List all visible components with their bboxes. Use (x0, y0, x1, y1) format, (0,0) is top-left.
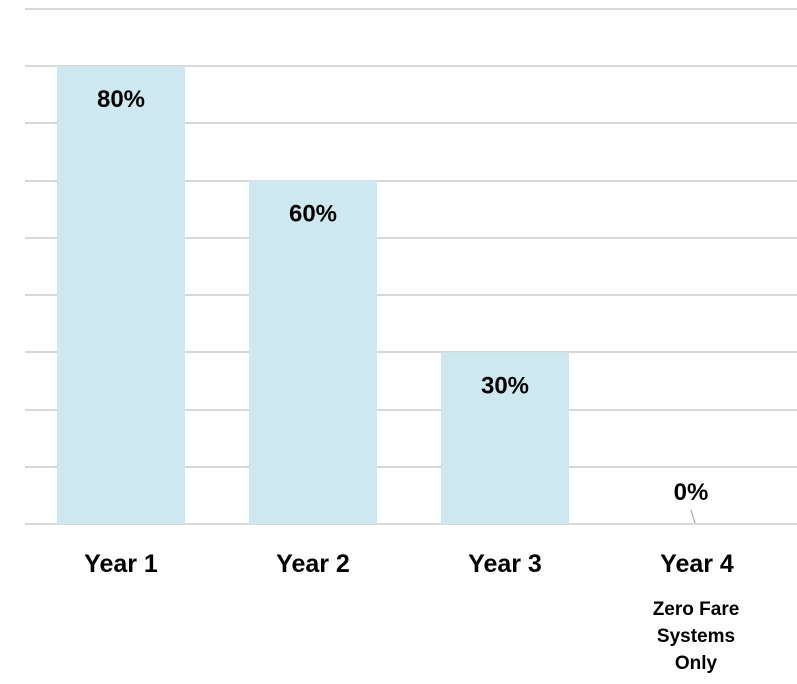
data-labels: 80% 60% 30% 0% (97, 86, 709, 524)
x-tick-label: Year 3 (468, 550, 542, 578)
x-axis-labels: Year 1 Year 2 Year 3 Year 4 Zero Fare Systems… (84, 550, 739, 674)
data-label: 30% (481, 372, 529, 399)
bar-year-2 (249, 180, 377, 524)
bar-year-1 (57, 66, 185, 524)
x-tick-label: Year 2 (276, 550, 350, 578)
category-note-label: Systems (657, 626, 735, 647)
category-note-label: Zero Fare (653, 599, 740, 620)
data-label-leader-line (690, 509, 696, 524)
data-label: 60% (289, 201, 337, 228)
bar-year-3 (441, 352, 569, 524)
data-label: 80% (97, 86, 145, 113)
bars (57, 66, 569, 524)
x-tick-label: Year 4 (660, 550, 734, 578)
x-tick-label: Year 1 (84, 550, 158, 578)
category-note-label: Only (675, 653, 718, 674)
data-label: 0% (674, 479, 709, 506)
